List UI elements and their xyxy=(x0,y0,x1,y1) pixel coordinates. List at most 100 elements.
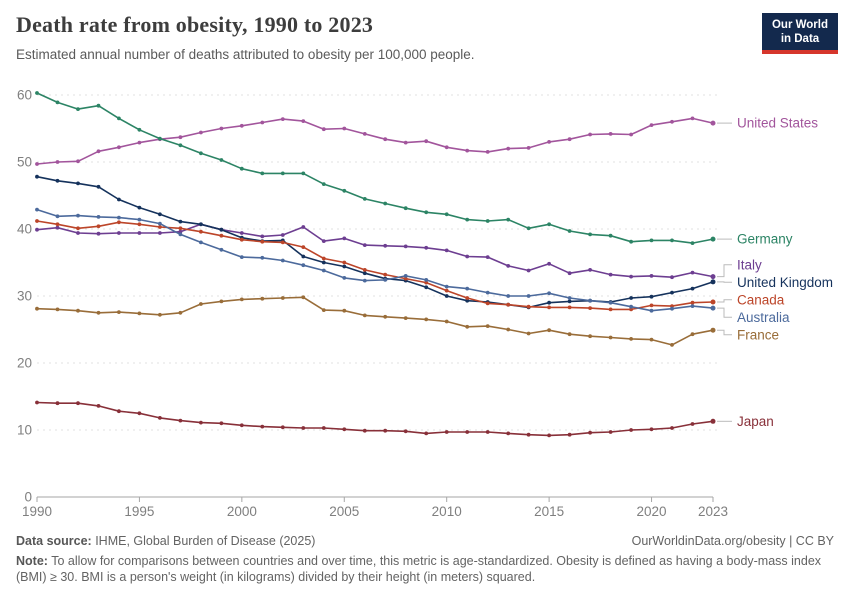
series-marker-united-states xyxy=(403,140,408,145)
series-line-united-kingdom[interactable] xyxy=(36,175,714,309)
label-connector-canada xyxy=(717,299,732,303)
series-marker-germany xyxy=(526,226,531,231)
series-marker-germany xyxy=(137,127,142,132)
series-marker-italy xyxy=(670,275,674,280)
series-marker-japan xyxy=(629,428,633,432)
series-marker-united-states xyxy=(710,120,716,126)
series-marker-united-states xyxy=(424,139,429,144)
y-tick-label-50: 50 xyxy=(17,155,32,170)
footnote-text: To allow for comparisons between countri… xyxy=(16,554,822,584)
series-line-italy[interactable] xyxy=(36,223,714,279)
series-marker-germany xyxy=(403,206,408,211)
series-marker-germany xyxy=(55,100,60,105)
series-marker-australia xyxy=(629,304,633,309)
series-line-australia[interactable] xyxy=(36,208,714,312)
entity-label-france[interactable]: France xyxy=(737,327,779,342)
series-marker-australia xyxy=(649,308,654,313)
series-marker-united-kingdom xyxy=(76,181,80,186)
series-marker-australia xyxy=(117,215,121,220)
series-marker-france xyxy=(690,332,695,337)
series-marker-australia xyxy=(444,284,449,289)
entity-label-canada[interactable]: Canada xyxy=(737,292,785,307)
series-marker-australia xyxy=(321,268,326,273)
series-marker-germany xyxy=(649,238,654,243)
series-marker-australia xyxy=(76,213,80,218)
series-marker-australia xyxy=(506,294,511,298)
series-marker-united-kingdom xyxy=(465,298,470,303)
series-marker-germany xyxy=(547,222,551,227)
entity-label-united-states[interactable]: United States xyxy=(737,116,818,131)
series-marker-united-kingdom xyxy=(158,212,162,217)
series-marker-canada xyxy=(444,288,449,293)
data-source-line: Data source: IHME, Global Burden of Dise… xyxy=(16,534,315,548)
series-marker-australia xyxy=(362,278,367,283)
series-marker-france xyxy=(608,335,613,340)
series-marker-united-kingdom xyxy=(342,264,347,269)
series-marker-italy xyxy=(526,268,531,273)
series-marker-united-states xyxy=(485,150,490,154)
y-tick-label-60: 60 xyxy=(17,88,32,103)
series-marker-japan xyxy=(547,433,551,438)
series-marker-united-states xyxy=(96,149,101,154)
series-marker-australia xyxy=(260,255,265,260)
series-marker-united-kingdom xyxy=(178,219,183,224)
series-marker-united-kingdom xyxy=(301,254,306,259)
series-marker-france xyxy=(178,310,183,315)
series-marker-united-kingdom xyxy=(690,286,695,291)
series-marker-canada xyxy=(506,302,511,307)
series-marker-japan xyxy=(260,424,265,429)
series-marker-germany xyxy=(301,171,306,176)
series-marker-australia xyxy=(403,274,408,278)
series-marker-united-kingdom xyxy=(424,285,429,290)
x-tick-label-2010: 2010 xyxy=(432,504,462,519)
owid-logo[interactable]: Our World in Data xyxy=(762,13,838,54)
series-marker-germany xyxy=(321,182,326,187)
series-marker-japan xyxy=(424,431,429,436)
series-marker-japan xyxy=(403,429,408,434)
x-tick-label-2023: 2023 xyxy=(698,504,728,519)
series-marker-france xyxy=(670,343,674,347)
series-line-france[interactable] xyxy=(36,296,714,346)
chart-subtitle: Estimated annual number of deaths attrib… xyxy=(16,47,475,62)
entity-label-italy[interactable]: Italy xyxy=(737,257,762,272)
entity-label-japan[interactable]: Japan xyxy=(737,414,774,429)
series-line-japan[interactable] xyxy=(36,401,714,437)
series-marker-canada xyxy=(649,303,654,308)
series-line-united-states[interactable] xyxy=(36,117,714,165)
series-marker-japan xyxy=(588,430,592,435)
series-marker-germany xyxy=(690,241,695,246)
x-tick-label-2000: 2000 xyxy=(227,504,257,519)
series-marker-australia xyxy=(690,304,695,308)
series-marker-united-states xyxy=(444,145,449,150)
series-marker-france xyxy=(710,327,716,333)
series-marker-united-kingdom xyxy=(547,300,551,305)
series-marker-france xyxy=(526,331,531,336)
series-marker-canada xyxy=(608,307,613,312)
series-marker-canada xyxy=(342,260,347,265)
series-marker-united-states xyxy=(465,148,470,153)
series-line-canada[interactable] xyxy=(36,220,714,311)
series-marker-canada xyxy=(403,276,408,281)
series-marker-united-kingdom xyxy=(629,296,633,300)
series-marker-australia xyxy=(280,258,285,263)
entity-label-united-kingdom[interactable]: United Kingdom xyxy=(737,275,833,290)
license-link[interactable]: OurWorldinData.org/obesity | CC BY xyxy=(631,534,834,548)
series-marker-japan xyxy=(239,423,244,428)
series-marker-united-kingdom xyxy=(567,299,572,304)
y-tick-label-20: 20 xyxy=(17,356,32,371)
series-marker-canada xyxy=(55,222,60,227)
series-marker-germany xyxy=(239,166,244,171)
series-marker-australia xyxy=(424,278,429,282)
series-marker-canada xyxy=(158,225,162,229)
series-marker-canada xyxy=(76,226,80,231)
series-marker-italy xyxy=(35,227,39,232)
entity-label-australia[interactable]: Australia xyxy=(737,310,790,325)
entity-label-germany[interactable]: Germany xyxy=(737,232,793,247)
series-marker-france xyxy=(96,310,101,315)
owid-logo-line2: in Data xyxy=(780,33,820,45)
series-line-germany[interactable] xyxy=(36,92,714,244)
series-marker-japan xyxy=(35,400,39,405)
series-marker-australia xyxy=(526,294,531,298)
series-marker-united-states xyxy=(649,123,654,127)
owid-logo-line1: Our World xyxy=(771,19,828,31)
